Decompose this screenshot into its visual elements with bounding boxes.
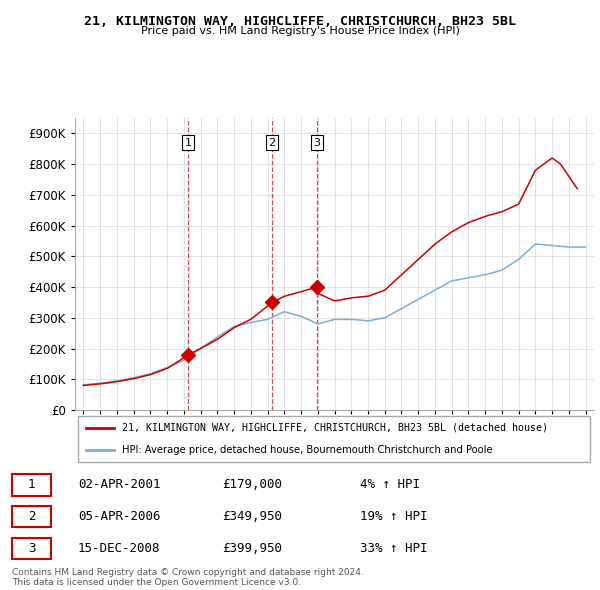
Text: 02-APR-2001: 02-APR-2001 — [78, 478, 161, 491]
Text: 21, KILMINGTON WAY, HIGHCLIFFE, CHRISTCHURCH, BH23 5BL (detached house): 21, KILMINGTON WAY, HIGHCLIFFE, CHRISTCH… — [122, 423, 548, 433]
Text: 1: 1 — [185, 137, 191, 148]
Text: 33% ↑ HPI: 33% ↑ HPI — [360, 542, 427, 555]
Text: £179,000: £179,000 — [222, 478, 282, 491]
Text: 3: 3 — [28, 542, 35, 555]
Text: 19% ↑ HPI: 19% ↑ HPI — [360, 510, 427, 523]
Text: 2: 2 — [28, 510, 35, 523]
Text: 21, KILMINGTON WAY, HIGHCLIFFE, CHRISTCHURCH, BH23 5BL: 21, KILMINGTON WAY, HIGHCLIFFE, CHRISTCH… — [84, 15, 516, 28]
Text: 15-DEC-2008: 15-DEC-2008 — [78, 542, 161, 555]
Text: £399,950: £399,950 — [222, 542, 282, 555]
Text: 3: 3 — [314, 137, 320, 148]
Text: HPI: Average price, detached house, Bournemouth Christchurch and Poole: HPI: Average price, detached house, Bour… — [122, 445, 493, 455]
Text: 4% ↑ HPI: 4% ↑ HPI — [360, 478, 420, 491]
Text: Price paid vs. HM Land Registry's House Price Index (HPI): Price paid vs. HM Land Registry's House … — [140, 26, 460, 36]
Text: 1: 1 — [28, 478, 35, 491]
Text: £349,950: £349,950 — [222, 510, 282, 523]
FancyBboxPatch shape — [77, 416, 590, 462]
Text: Contains HM Land Registry data © Crown copyright and database right 2024.
This d: Contains HM Land Registry data © Crown c… — [12, 568, 364, 587]
Text: 2: 2 — [268, 137, 275, 148]
Text: 05-APR-2006: 05-APR-2006 — [78, 510, 161, 523]
